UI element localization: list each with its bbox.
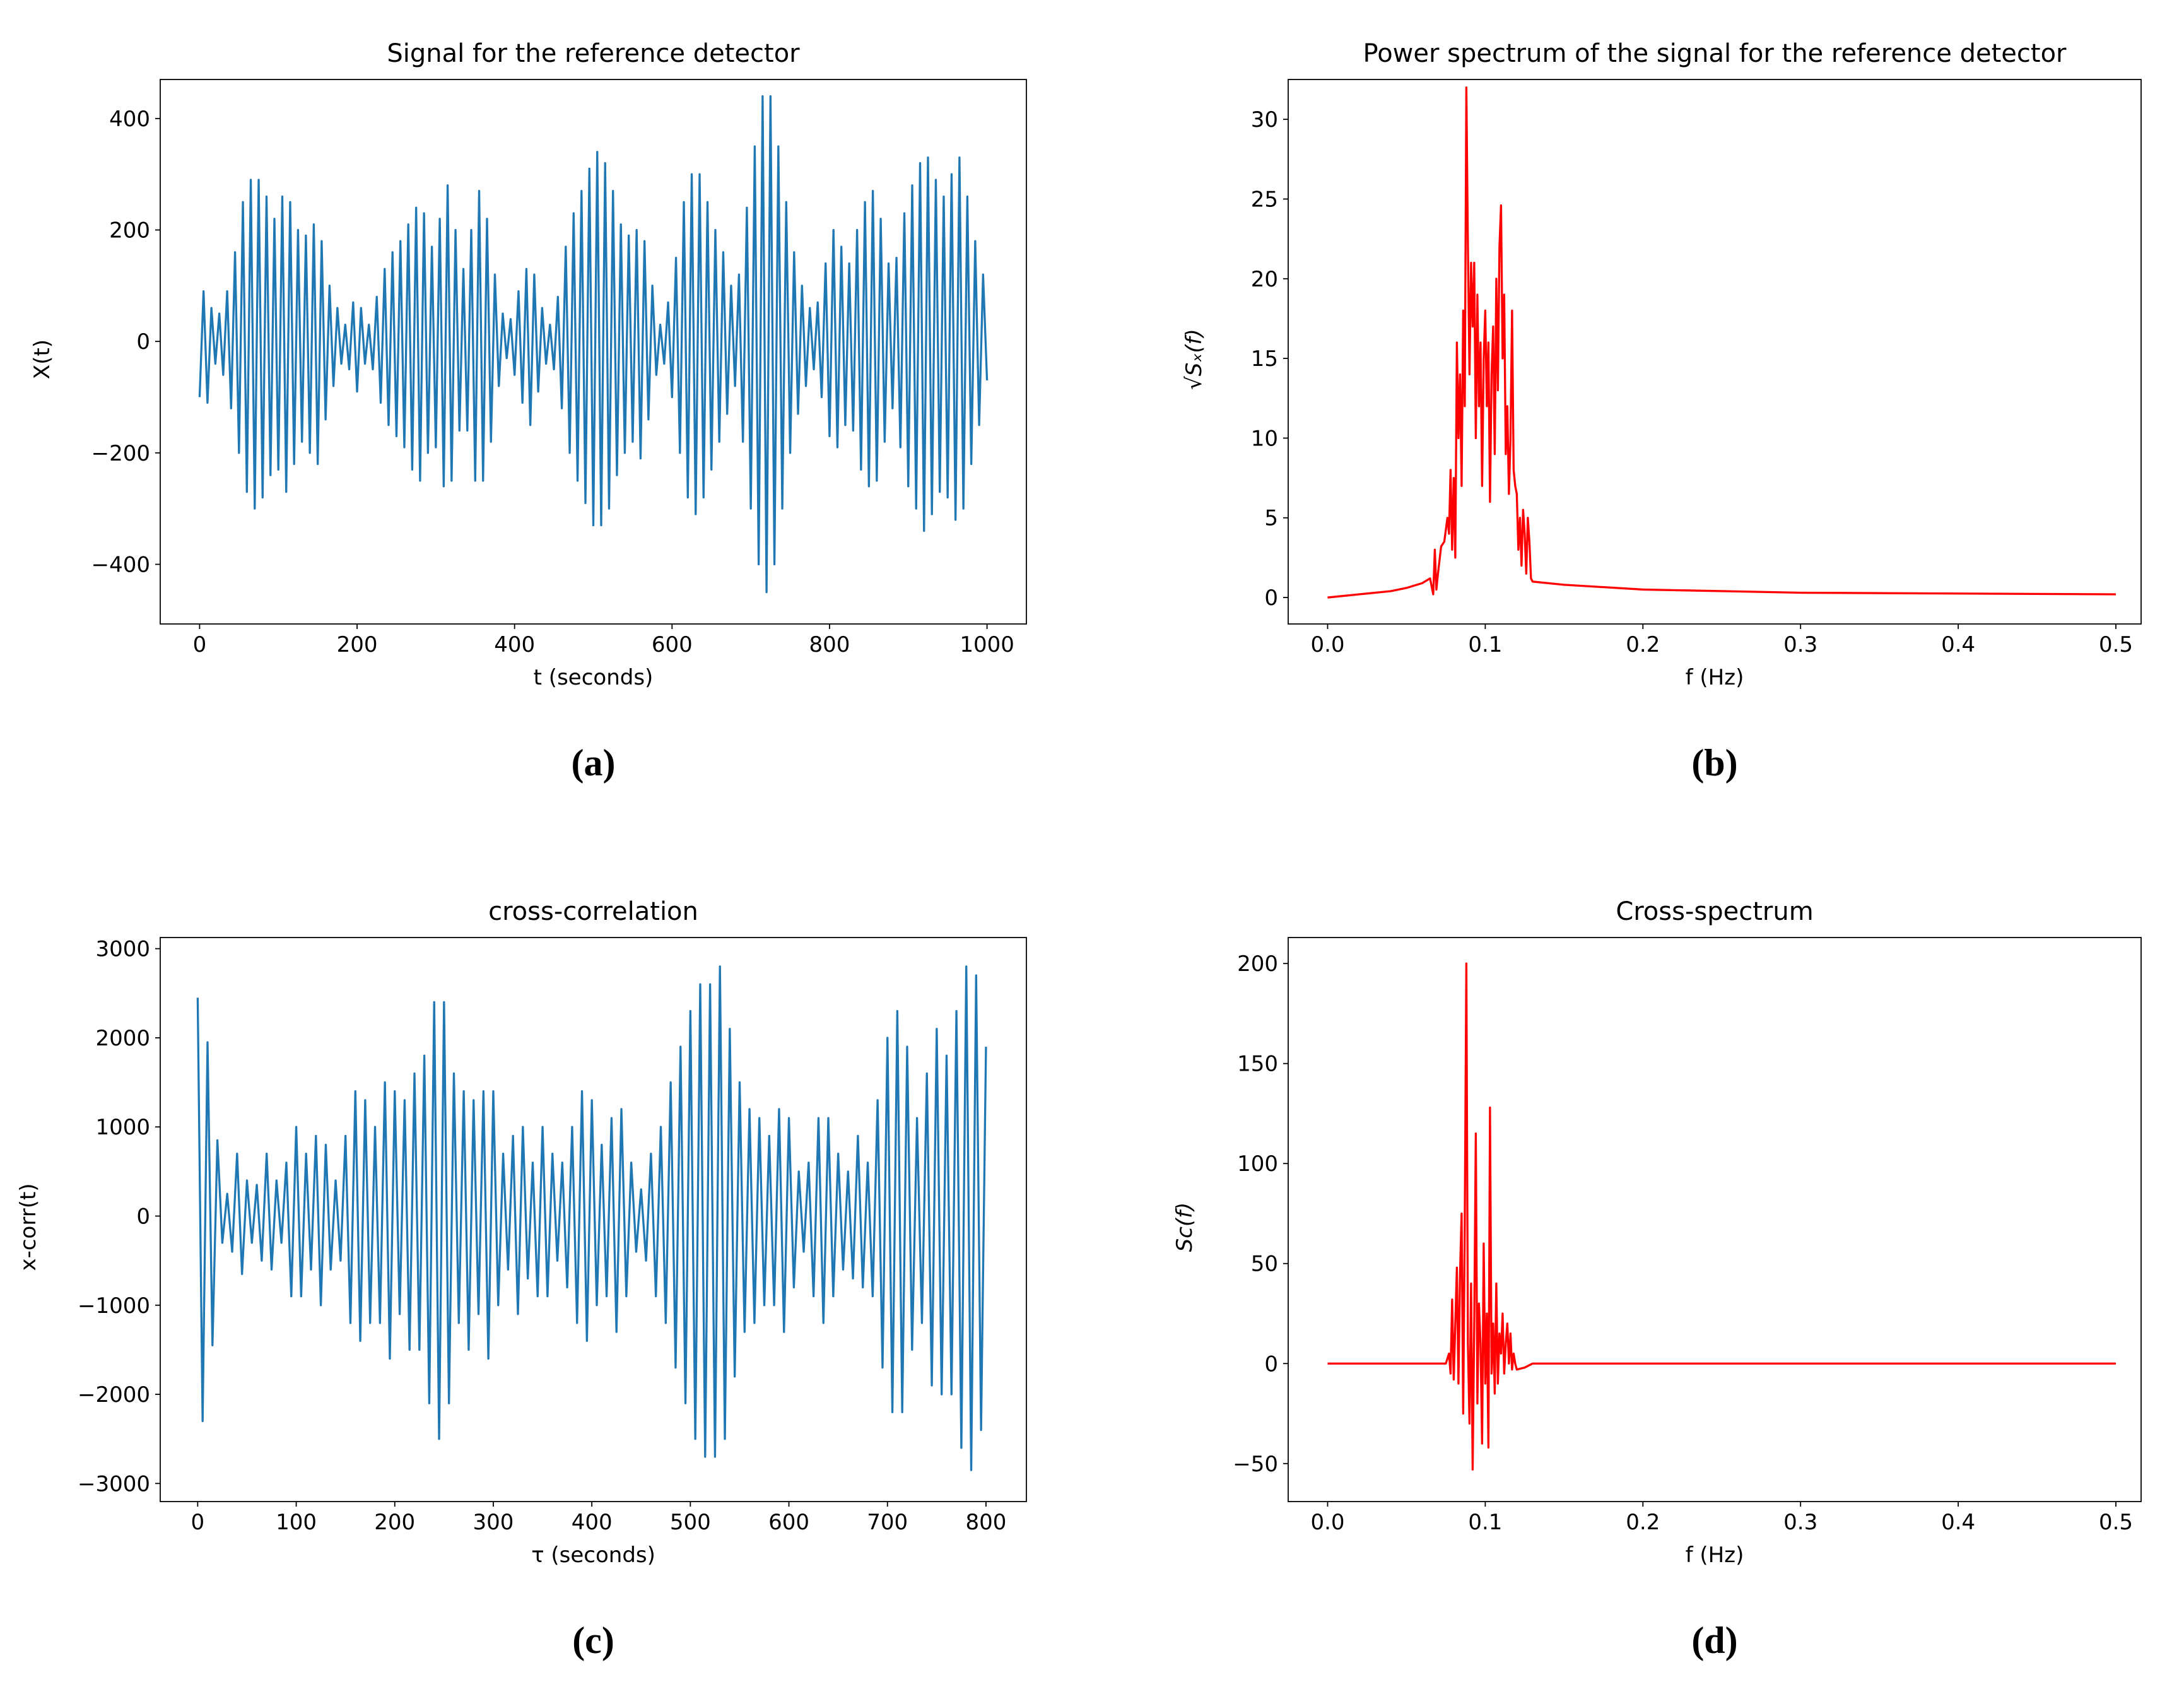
x-axis-label: f (Hz) <box>1686 1543 1744 1568</box>
y-tick-label: 200 <box>109 218 150 243</box>
y-tick-label: −2000 <box>78 1382 150 1408</box>
x-tick-label: 0.3 <box>1783 632 1817 657</box>
y-tick-label: −3000 <box>78 1471 150 1497</box>
y-axis-label: Sc(f) <box>1172 1203 1197 1252</box>
y-tick-label: 50 <box>1251 1252 1278 1277</box>
y-tick-label: 2000 <box>95 1026 150 1051</box>
x-tick-label: 0.0 <box>1310 632 1344 657</box>
x-tick-label: 200 <box>337 632 378 657</box>
y-tick-label: 3000 <box>95 937 150 962</box>
x-tick-label: 300 <box>473 1510 514 1535</box>
y-tick-label: 150 <box>1237 1052 1278 1077</box>
y-tick-label: 20 <box>1251 267 1278 292</box>
x-tick-label: 0.2 <box>1626 632 1660 657</box>
x-tick-label: 700 <box>867 1510 908 1535</box>
x-tick-label: 400 <box>572 1510 613 1535</box>
data-line <box>196 965 987 1471</box>
y-tick-label: 1000 <box>95 1115 150 1140</box>
x-tick-label: 0.4 <box>1941 1510 1975 1535</box>
y-axis-label: x-corr(t) <box>16 1183 41 1271</box>
x-tick-label: 0 <box>193 632 207 657</box>
x-tick-label: 0.0 <box>1310 1510 1344 1535</box>
chart-title: cross-correlation <box>488 897 698 926</box>
panel-label: (c) <box>572 1620 614 1661</box>
y-tick-label: 0 <box>136 329 150 355</box>
x-tick-label: 800 <box>809 632 850 657</box>
x-tick-label: 0.4 <box>1941 632 1975 657</box>
y-tick-label: 10 <box>1251 426 1278 451</box>
y-tick-label: 0 <box>1264 1351 1278 1377</box>
panel-label: (d) <box>1691 1620 1737 1661</box>
y-tick-label: 400 <box>109 107 150 132</box>
x-tick-label: 800 <box>966 1510 1007 1535</box>
x-tick-label: 0.1 <box>1468 632 1502 657</box>
x-axis-label: f (Hz) <box>1686 665 1744 690</box>
x-tick-label: 600 <box>652 632 693 657</box>
y-axis-label: √Sₓ(f) <box>1182 329 1207 390</box>
axes-frame <box>160 937 1027 1502</box>
x-tick-label: 600 <box>768 1510 809 1535</box>
x-tick-label: 0.5 <box>2099 632 2133 657</box>
x-tick-label: 500 <box>670 1510 711 1535</box>
x-tick-label: 100 <box>276 1510 317 1535</box>
y-tick-label: 15 <box>1251 346 1278 372</box>
x-tick-label: 0.5 <box>2099 1510 2133 1535</box>
panel-label: (a) <box>572 742 616 784</box>
x-axis-label: t (seconds) <box>534 665 654 690</box>
x-axis-label: τ (seconds) <box>531 1543 655 1568</box>
data-line <box>198 95 989 594</box>
chart-title: Signal for the reference detector <box>387 39 800 68</box>
y-tick-label: 0 <box>136 1204 150 1229</box>
x-tick-label: 1000 <box>960 632 1014 657</box>
axes-frame <box>1288 79 2142 625</box>
y-tick-label: 5 <box>1264 506 1278 531</box>
x-tick-label: 0 <box>191 1510 205 1535</box>
y-tick-label: 100 <box>1237 1151 1278 1177</box>
y-tick-label: −1000 <box>78 1293 150 1319</box>
y-axis-label: X(t) <box>30 339 55 379</box>
y-tick-label: 0 <box>1264 585 1278 611</box>
data-line <box>1327 962 2116 1471</box>
x-tick-label: 0.3 <box>1783 1510 1817 1535</box>
chart-title: Power spectrum of the signal for the ref… <box>1363 39 2067 68</box>
y-tick-label: 30 <box>1251 107 1278 132</box>
data-line <box>1327 86 2116 599</box>
panel-label: (b) <box>1691 742 1737 784</box>
x-tick-label: 0.1 <box>1468 1510 1502 1535</box>
chart-title: Cross-spectrum <box>1616 897 1813 926</box>
axes-frame <box>160 79 1027 625</box>
x-tick-label: 200 <box>374 1510 415 1535</box>
axes-frame <box>1288 937 2142 1502</box>
y-tick-label: −50 <box>1233 1452 1278 1477</box>
y-tick-label: −200 <box>91 441 150 466</box>
x-tick-label: 0.2 <box>1626 1510 1660 1535</box>
y-tick-label: 200 <box>1237 951 1278 977</box>
y-tick-label: −400 <box>91 552 150 577</box>
x-tick-label: 400 <box>494 632 535 657</box>
y-tick-label: 25 <box>1251 187 1278 212</box>
